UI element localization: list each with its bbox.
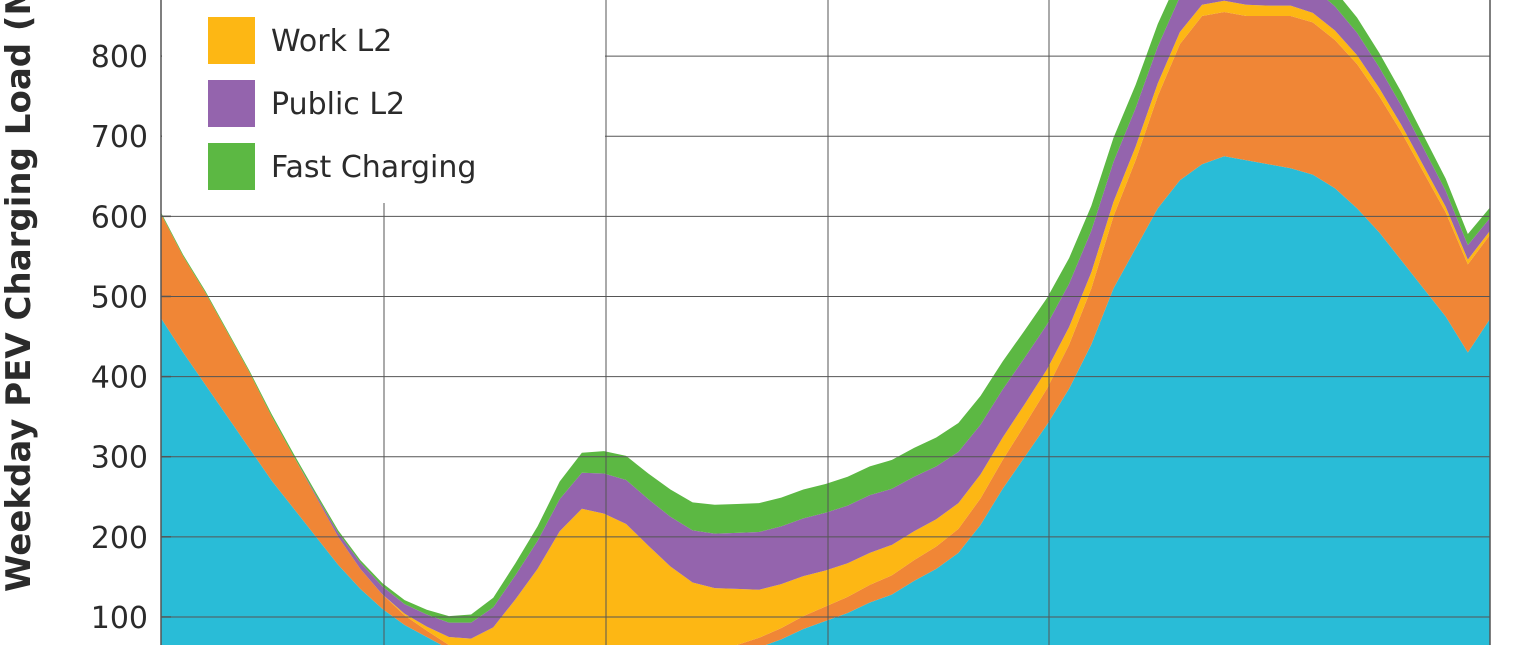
legend-label-fast-charging: Fast Charging [271,150,476,185]
area-series-unnamed-0 [161,156,1490,645]
y-tick-label-500: 500 [91,280,148,315]
area-series-unnamed-1 [161,12,1490,645]
y-tick-label-400: 400 [91,361,148,396]
stacked-areas [161,0,1490,645]
legend-label-public-l2: Public L2 [271,87,405,122]
legend-swatch-fast-charging [208,143,255,190]
legend-swatch-public-l2 [208,80,255,127]
legend-swatch-work-l2 [208,17,255,64]
y-tick-label-300: 300 [91,441,148,476]
legend-label-work-l2: Work L2 [271,24,392,59]
y-tick-label-600: 600 [91,200,148,235]
y-tick-label-700: 700 [91,120,148,155]
y-tick-label-800: 800 [91,40,148,75]
y-tick-label-100: 100 [91,601,148,636]
y-tick-label-200: 200 [91,521,148,556]
legend: Work L2 Public L2 Fast Charging [162,0,605,203]
y-tick-labels: 100 200 300 400 500 600 700 800 [91,40,148,636]
area-series-fast-charging [161,0,1490,623]
y-axis-label: Weekday PEV Charging Load (MWs [0,0,39,592]
